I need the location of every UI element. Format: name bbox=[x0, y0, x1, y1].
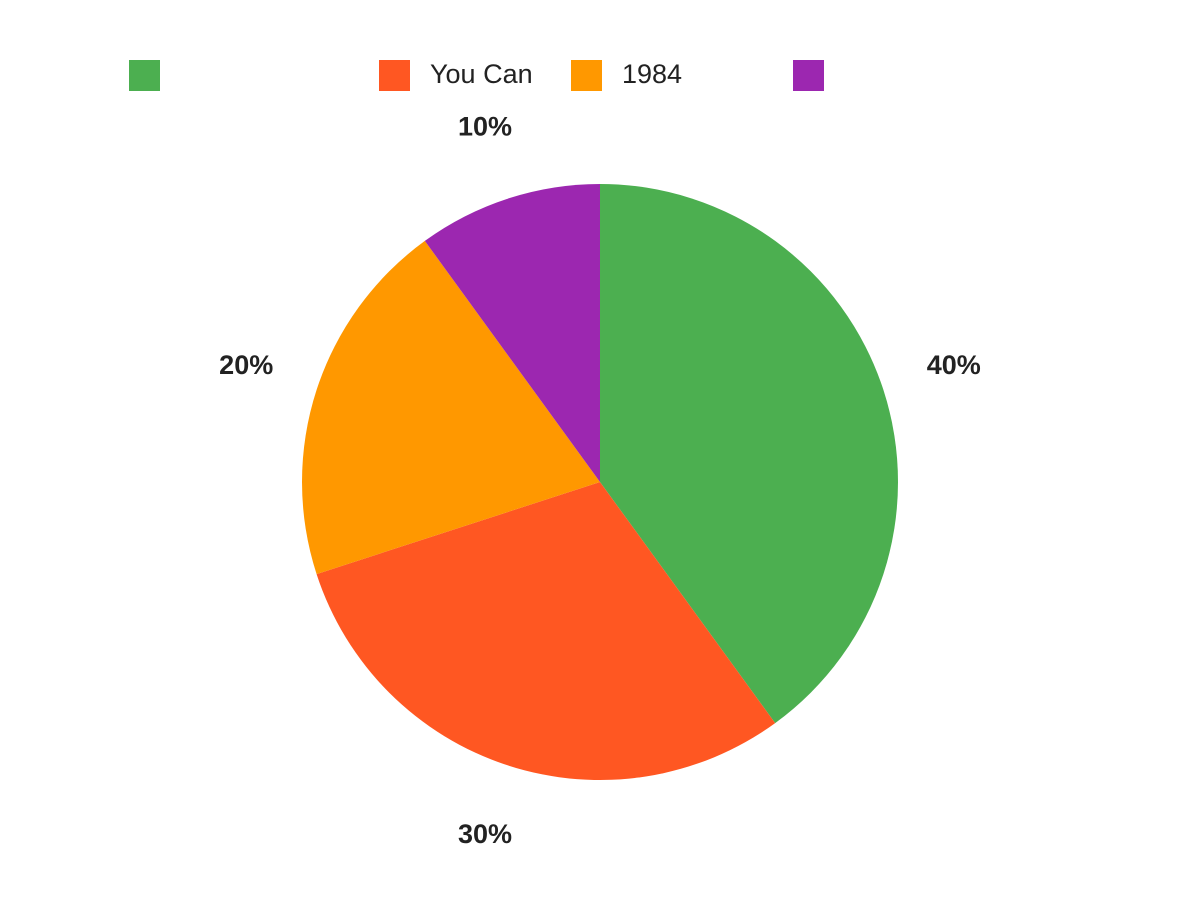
legend-swatch bbox=[379, 60, 410, 91]
pie-slice bbox=[600, 184, 898, 724]
value-label: 20% bbox=[219, 350, 273, 380]
value-label: 30% bbox=[458, 819, 512, 849]
pie-slice bbox=[424, 184, 600, 482]
value-label: 40% bbox=[927, 350, 981, 380]
legend-text: You Can bbox=[430, 59, 533, 89]
legend-swatch bbox=[129, 60, 160, 91]
pie-slice bbox=[301, 240, 600, 575]
legend-swatch bbox=[571, 60, 602, 91]
legend-text: 1984 bbox=[622, 59, 682, 89]
value-label: 10% bbox=[458, 111, 512, 141]
pie-slice bbox=[316, 482, 776, 780]
legend-swatch bbox=[793, 60, 824, 91]
